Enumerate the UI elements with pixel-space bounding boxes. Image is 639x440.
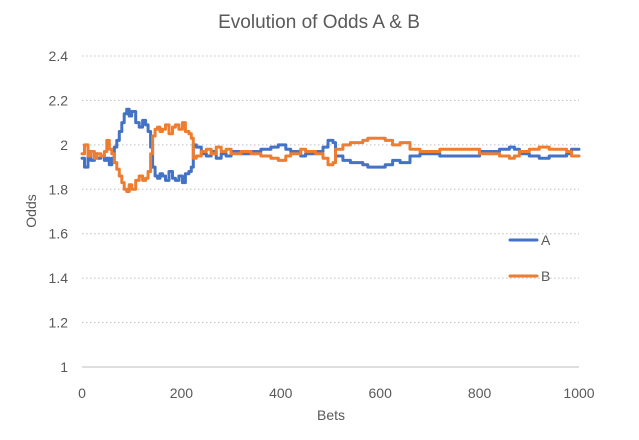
y-tick-label: 1.2 xyxy=(49,315,69,331)
y-axis-label: Odds xyxy=(23,194,39,227)
x-tick-label: 800 xyxy=(468,385,492,401)
y-tick-label: 1 xyxy=(60,359,68,375)
y-axis-ticks: 1 1.2 1.4 1.6 1.8 2 2.2 2.4 xyxy=(49,48,69,375)
gridlines xyxy=(82,55,579,368)
x-axis-ticks: 0 200 400 600 800 1000 xyxy=(78,385,595,401)
y-tick-label: 1.6 xyxy=(49,226,69,242)
x-tick-label: 400 xyxy=(269,385,293,401)
x-tick-label: 0 xyxy=(78,385,86,401)
y-tick-label: 1.8 xyxy=(49,181,69,197)
y-tick-label: 2.2 xyxy=(49,92,69,108)
legend-label-a: A xyxy=(541,232,551,248)
x-tick-label: 200 xyxy=(170,385,194,401)
x-tick-label: 600 xyxy=(369,385,393,401)
chart-title: Evolution of Odds A & B xyxy=(218,12,420,33)
legend-label-b: B xyxy=(541,268,550,284)
y-tick-label: 2 xyxy=(60,137,68,153)
series-line-b xyxy=(80,121,581,193)
y-tick-label: 2.4 xyxy=(49,48,69,64)
series-lines xyxy=(80,107,581,193)
y-tick-label: 1.4 xyxy=(49,270,69,286)
legend: AB xyxy=(508,232,551,284)
x-tick-label: 1000 xyxy=(563,385,594,401)
series-line-a xyxy=(80,107,581,185)
x-axis-label: Bets xyxy=(317,407,345,423)
